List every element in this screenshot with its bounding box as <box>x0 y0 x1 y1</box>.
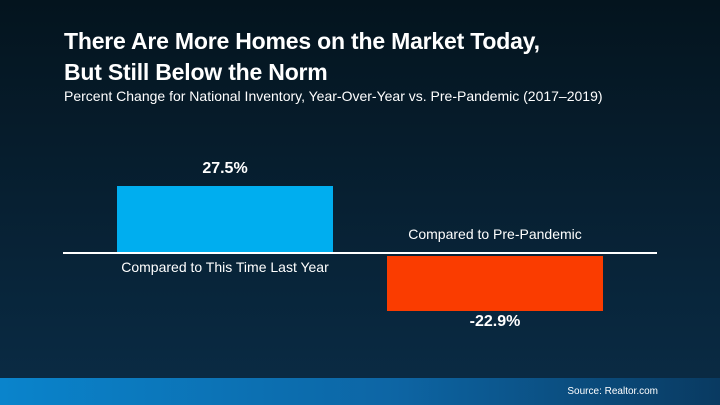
x-axis-baseline <box>63 252 657 254</box>
chart-subtitle: Percent Change for National Inventory, Y… <box>64 88 603 104</box>
chart-title-line-1: There Are More Homes on the Market Today… <box>64 28 540 54</box>
negative-bar-value-label: -22.9% <box>469 312 521 330</box>
category-label-last-year: Compared to This Time Last Year <box>121 259 329 275</box>
positive-bar-value-label: 27.5% <box>202 160 248 177</box>
chart-title-line-2: But Still Below the Norm <box>64 59 328 85</box>
category-label-pre-pandemic: Compared to Pre-Pandemic <box>408 226 582 242</box>
footer-bar: Source: Realtor.com <box>0 378 720 405</box>
source-attribution: Source: Realtor.com <box>567 386 658 397</box>
bar-year-over-year <box>117 186 333 252</box>
bar-pre-pandemic <box>387 256 603 311</box>
chart-title: There Are More Homes on the Market Today… <box>64 26 540 88</box>
